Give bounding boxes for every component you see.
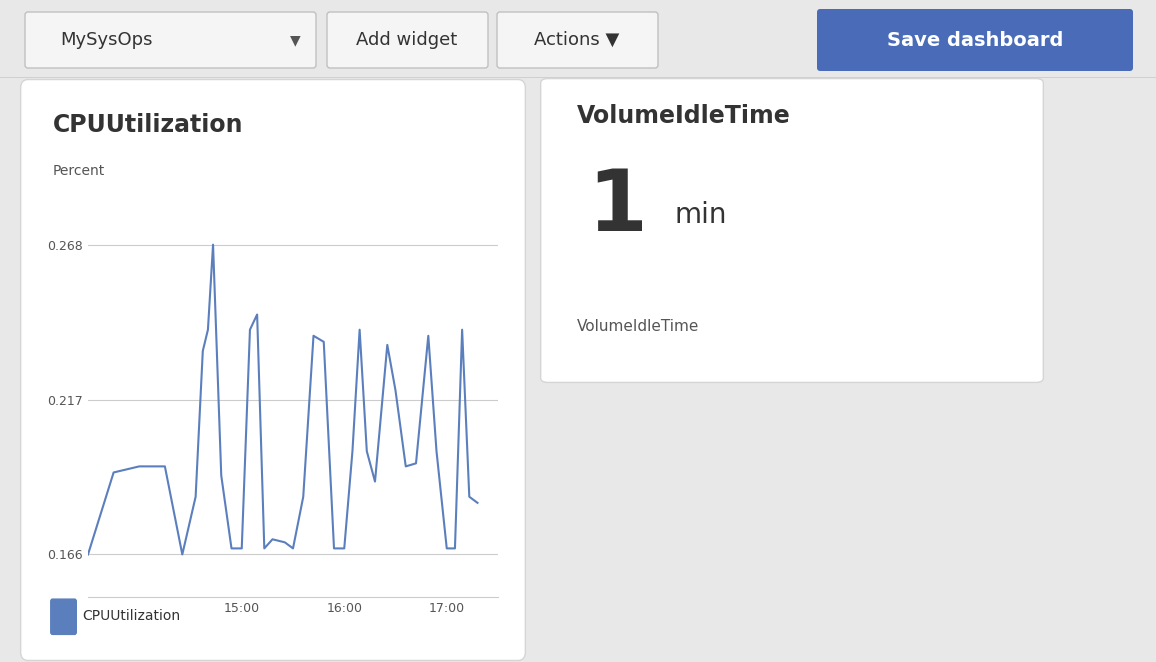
Text: ▼: ▼ (290, 33, 301, 47)
Text: Save dashboard: Save dashboard (887, 30, 1064, 50)
FancyBboxPatch shape (25, 12, 316, 68)
Text: MySysOps: MySysOps (60, 31, 153, 49)
FancyBboxPatch shape (327, 12, 488, 68)
Text: Percent: Percent (52, 164, 105, 178)
Text: Actions ▼: Actions ▼ (534, 31, 620, 49)
FancyBboxPatch shape (541, 79, 1044, 383)
Text: CPUUtilization: CPUUtilization (82, 610, 180, 624)
Text: 1: 1 (587, 166, 647, 249)
Text: min: min (675, 201, 727, 229)
FancyBboxPatch shape (817, 9, 1133, 71)
FancyBboxPatch shape (21, 79, 525, 661)
Text: VolumeIdleTime: VolumeIdleTime (577, 104, 791, 128)
Text: VolumeIdleTime: VolumeIdleTime (577, 319, 699, 334)
FancyBboxPatch shape (50, 598, 77, 635)
Text: CPUUtilization: CPUUtilization (52, 113, 243, 138)
FancyBboxPatch shape (497, 12, 658, 68)
Text: Add widget: Add widget (356, 31, 458, 49)
